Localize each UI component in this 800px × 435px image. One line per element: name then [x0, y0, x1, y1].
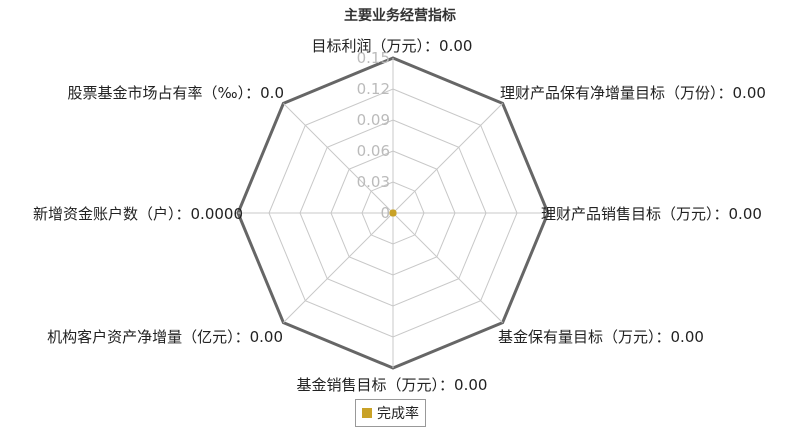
radar-spoke — [392, 103, 503, 214]
radar-tick-label: 0.09 — [357, 111, 390, 129]
radar-axis-label: 机构客户资产净增量（亿元）：0.00 — [47, 328, 283, 346]
radar-axis-label: 理财产品销售目标（万元）：0.00 — [541, 205, 762, 223]
radar-tick-label: 0.15 — [357, 49, 390, 67]
legend-label: 完成率 — [377, 406, 419, 422]
radar-tick-label: 0.06 — [357, 142, 390, 160]
radar-tick-label: 0 — [380, 204, 390, 222]
legend[interactable]: 完成率 — [355, 399, 426, 427]
radar-spoke — [283, 103, 394, 214]
radar-spoke — [283, 212, 394, 323]
radar-spoke — [392, 212, 503, 323]
radar-axis-label: 基金销售目标（万元）：0.00 — [297, 376, 488, 394]
radar-axis-label: 基金保有量目标（万元）：0.00 — [498, 328, 704, 346]
radar-tick-label: 0.03 — [357, 173, 390, 191]
radar-axis-label: 目标利润（万元）：0.00 — [312, 37, 473, 55]
radar-axis-label: 股票基金市场占有率（‰）：0.0 — [68, 84, 284, 102]
radar-axis-label: 新增资金账户数（户）：0.0000 — [33, 205, 243, 223]
chart-title: 主要业务经营指标 — [344, 8, 456, 24]
radar-tick-label: 0.12 — [357, 80, 390, 98]
radar-data-point — [389, 209, 397, 217]
legend-swatch-icon — [362, 408, 372, 418]
radar-axis-label: 理财产品保有净增量目标（万份）：0.00 — [500, 84, 766, 102]
